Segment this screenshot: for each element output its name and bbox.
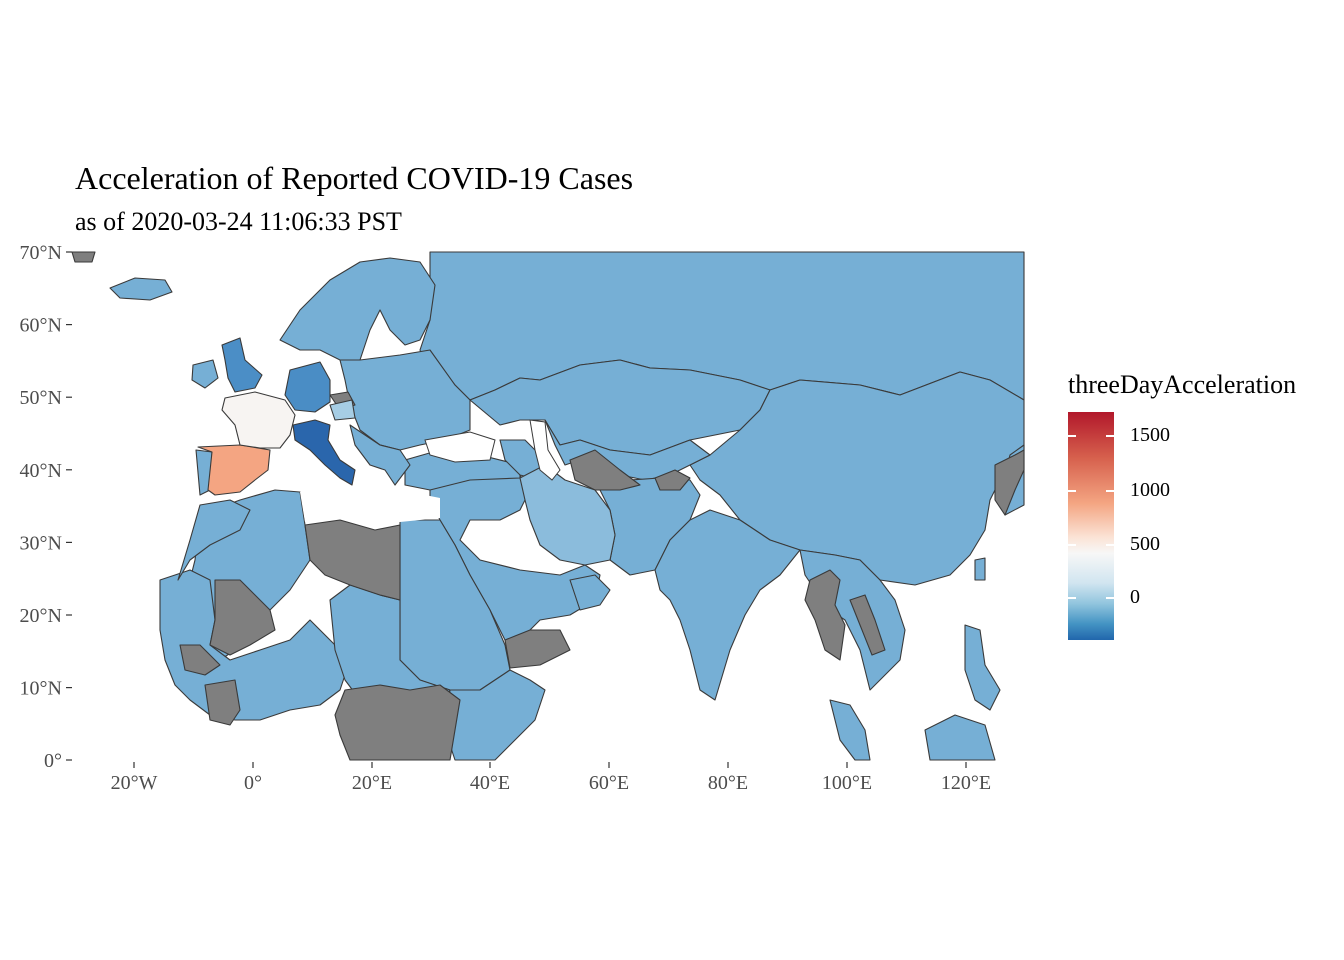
region-iceland — [109, 277, 173, 301]
region-mali-niger — [209, 579, 276, 656]
region-france — [221, 391, 296, 449]
region-india — [654, 509, 801, 701]
map-panel — [71, 251, 1025, 761]
region-germany — [284, 361, 331, 413]
region-korea — [994, 449, 1025, 516]
y-tick-label: 20°N — [20, 605, 62, 627]
region-malaysia-indonesia — [829, 699, 871, 761]
x-axis: 20°W 0° 20°E 40°E 60°E 80°E 100°E 120°E — [111, 762, 991, 794]
region-sahel-west — [179, 644, 221, 676]
region-laos — [849, 594, 886, 656]
region-car-congo — [334, 684, 461, 761]
region-yemen — [504, 629, 571, 669]
region-ireland — [191, 359, 219, 389]
legend-label-500: 500 — [1130, 533, 1160, 555]
legend-label-1500: 1500 — [1130, 424, 1170, 446]
x-tick-label: 120°E — [941, 772, 991, 794]
region-turkmenistan — [569, 449, 641, 491]
y-tick-label: 70°N — [20, 242, 62, 264]
region-italy — [292, 419, 356, 486]
x-tick-label: 100°E — [822, 772, 872, 794]
region-united-kingdom — [221, 337, 263, 393]
x-tick-label: 60°E — [589, 772, 629, 794]
x-tick-label: 20°E — [352, 772, 392, 794]
region-borneo — [924, 714, 996, 761]
region-balkans — [349, 424, 411, 486]
region-china-mongolia — [689, 371, 1025, 586]
y-tick-label: 50°N — [20, 387, 62, 409]
x-tick-label: 0° — [244, 772, 262, 794]
region-taiwan — [974, 557, 986, 581]
y-tick-label: 0° — [44, 750, 62, 772]
region-libya — [304, 519, 401, 601]
map-title: Acceleration of Reported COVID-19 Cases — [75, 160, 634, 196]
caspian-sea — [529, 419, 561, 481]
legend-label-1000: 1000 — [1130, 479, 1170, 501]
legend-label-0: 0 — [1130, 586, 1140, 608]
region-greenland-edge — [71, 251, 96, 263]
y-tick-label: 10°N — [20, 678, 62, 700]
region-morocco — [177, 499, 251, 581]
x-tick-label: 80°E — [708, 772, 748, 794]
map-subtitle: as of 2020-03-24 11:06:33 PST — [75, 207, 402, 236]
region-scandinavia — [279, 257, 436, 361]
mediterranean-sea — [300, 488, 440, 528]
region-myanmar — [804, 569, 846, 661]
x-tick-label: 40°E — [470, 772, 510, 794]
x-tick-label: 20°W — [111, 772, 158, 794]
y-axis: 70°N 60°N 50°N 40°N 30°N 20°N 10°N 0° — [20, 242, 72, 772]
y-tick-label: 60°N — [20, 315, 62, 337]
region-arabia-east — [569, 574, 611, 611]
black-sea — [424, 431, 496, 463]
legend-colorbar — [1068, 412, 1114, 640]
region-philippines — [964, 624, 1001, 711]
y-tick-label: 40°N — [20, 460, 62, 482]
region-iran — [519, 464, 616, 566]
legend-title: threeDayAcceleration — [1068, 370, 1297, 399]
region-austria-czech — [329, 399, 356, 421]
region-guinea-coast — [204, 679, 241, 726]
y-tick-label: 30°N — [20, 532, 62, 554]
region-tajikistan — [654, 469, 691, 491]
